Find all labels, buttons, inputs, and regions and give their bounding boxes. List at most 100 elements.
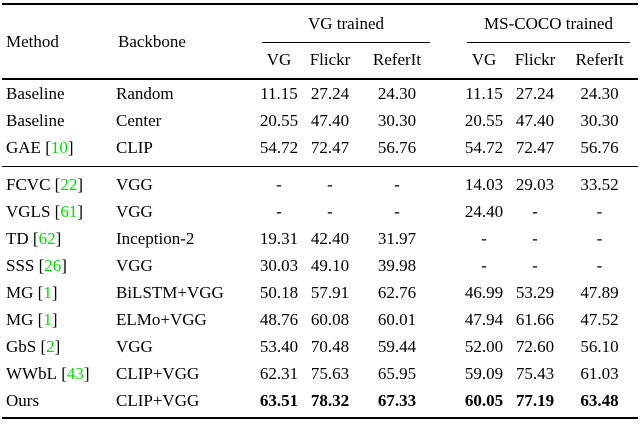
backbone-cell: Inception-2: [116, 229, 195, 248]
citation: [2]: [36, 337, 61, 356]
results-table: Method Backbone VG trained MS-COCO train…: [2, 3, 639, 419]
method-name: MG: [6, 283, 34, 302]
score-cell: 11.15: [465, 84, 503, 103]
citation: [10]: [40, 138, 74, 157]
method-name: Baseline: [6, 111, 65, 130]
score-cell: 60.05: [464, 391, 504, 410]
backbone-cell: CLIP: [114, 134, 254, 167]
method-cell: WWbL [43]: [2, 360, 114, 387]
citation-number[interactable]: 43: [66, 364, 84, 383]
group-label-vg-trained: VG trained: [262, 11, 430, 43]
table-row: GAE [10] CLIP 54.72 72.47 56.76 54.72 72.47 56.…: [2, 134, 639, 167]
score-cell: 53.29: [515, 283, 555, 302]
table-row: MG [1] ELMo+VGG 48.76 60.08 60.01 47.94 61.66 4…: [2, 306, 638, 333]
score-cell: 50.18: [259, 283, 299, 302]
group-label-mscoco-trained: MS-COCO trained: [467, 11, 631, 43]
citation: [43]: [56, 364, 90, 383]
table-row: Baseline Random 11.15 27.24 24.30 11.15 27.24 2…: [2, 79, 638, 107]
method-cell: TD [62]: [2, 225, 114, 252]
subcol-coco-flickr: Flickr: [509, 43, 561, 80]
subcol-vg-flickr: Flickr: [304, 43, 356, 80]
score-cell: 63.48: [580, 391, 619, 410]
score-cell: -: [532, 229, 538, 248]
citation-number[interactable]: 10: [50, 138, 68, 157]
score-cell: 56.10: [580, 337, 619, 356]
method-cell: GbS [2]: [2, 333, 114, 360]
score-cell: 47.40: [310, 111, 350, 130]
section-2: FCVC [22] VGG - - -14.03 29.03 33.52 VGLS [61] V…: [2, 167, 638, 419]
method-name: SSS: [6, 256, 35, 275]
group-header-mscoco-trained: MS-COCO trained: [459, 4, 638, 43]
score-cell: 42.40: [310, 229, 350, 248]
score-cell: 53.40: [259, 337, 299, 356]
score-cell: -: [327, 175, 333, 194]
subcol-coco-vg: VG: [459, 43, 509, 80]
score-cell: -: [481, 229, 487, 248]
citation-number[interactable]: 2: [46, 337, 55, 356]
citation-number[interactable]: 61: [60, 202, 78, 221]
score-cell: 47.94: [464, 310, 504, 329]
header-group-row: Method Backbone VG trained MS-COCO train…: [2, 4, 638, 80]
column-spacer: [438, 225, 459, 252]
method-cell: SSS [26]: [2, 252, 114, 279]
method-name: MG: [6, 310, 34, 329]
backbone-column-header: Backbone: [114, 4, 254, 80]
score-cell: 70.48: [310, 337, 350, 356]
citation-number[interactable]: 1: [43, 310, 52, 329]
backbone-cell: BiLSTM+VGG: [116, 283, 224, 302]
backbone-cell: VGG: [116, 175, 153, 194]
score-cell: 75.43: [515, 364, 555, 383]
table-row: Ours CLIP+VGG 63.51 78.32 67.33 60.05 77.19 63.…: [2, 387, 638, 418]
table-row: TD [62] Inception-2 19.31 42.40 31.97- - -: [2, 225, 638, 252]
method-cell: Baseline: [2, 79, 114, 107]
citation: [62]: [28, 229, 62, 248]
score-cell: 60.08: [310, 310, 350, 329]
column-spacer: [438, 360, 459, 387]
score-cell: 61.66: [515, 310, 555, 329]
score-cell: 27.24: [515, 84, 555, 103]
method-cell: GAE [10]: [2, 134, 114, 167]
method-name: Baseline: [6, 84, 65, 103]
score-cell: 72.47: [304, 134, 356, 167]
score-cell: 78.32: [310, 391, 350, 410]
method-name: GbS: [6, 337, 37, 356]
column-spacer: [438, 306, 459, 333]
method-cell: MG [1]: [2, 306, 114, 333]
column-spacer: [438, 279, 459, 306]
citation-number[interactable]: 1: [43, 283, 52, 302]
backbone-cell: CLIP+VGG: [116, 364, 200, 383]
score-cell: 54.72: [254, 134, 304, 167]
score-cell: 60.01: [377, 310, 417, 329]
score-cell: 33.52: [580, 175, 619, 194]
score-cell: 30.03: [259, 256, 299, 275]
method-name: GAE: [6, 138, 41, 157]
backbone-cell: ELMo+VGG: [116, 310, 207, 329]
score-cell: 20.55: [464, 111, 504, 130]
citation-number[interactable]: 62: [38, 229, 56, 248]
column-spacer: [438, 252, 459, 279]
score-cell: 72.47: [509, 134, 561, 167]
score-cell: 14.03: [464, 175, 504, 194]
backbone-cell: VGG: [116, 256, 153, 275]
citation-number[interactable]: 26: [44, 256, 62, 275]
table-row: Baseline Center 20.55 47.40 30.30 20.55 47.40 3…: [2, 107, 638, 134]
score-cell: 27.24: [310, 84, 350, 103]
method-cell: Ours: [2, 387, 114, 418]
table-header: Method Backbone VG trained MS-COCO train…: [2, 4, 639, 80]
table-row: WWbL [43] CLIP+VGG 62.31 75.63 65.95 59.09 75.…: [2, 360, 638, 387]
method-name: TD: [6, 229, 29, 248]
citation: [1]: [33, 283, 58, 302]
score-cell: 30.30: [377, 111, 417, 130]
score-cell: 56.76: [356, 134, 438, 167]
score-cell: 49.10: [310, 256, 350, 275]
citation-number[interactable]: 22: [60, 175, 78, 194]
score-cell: 67.33: [377, 391, 417, 410]
backbone-cell: VGG: [116, 337, 153, 356]
method-name: VGLS: [6, 202, 51, 221]
subcol-vg-vg: VG: [254, 43, 304, 80]
score-cell: 62.76: [377, 283, 417, 302]
table-row: GbS [2] VGG 53.40 70.48 59.44 52.00 72.60 56.10: [2, 333, 638, 360]
score-cell: 52.00: [464, 337, 504, 356]
score-cell: -: [394, 202, 400, 221]
score-cell: 47.40: [515, 111, 555, 130]
